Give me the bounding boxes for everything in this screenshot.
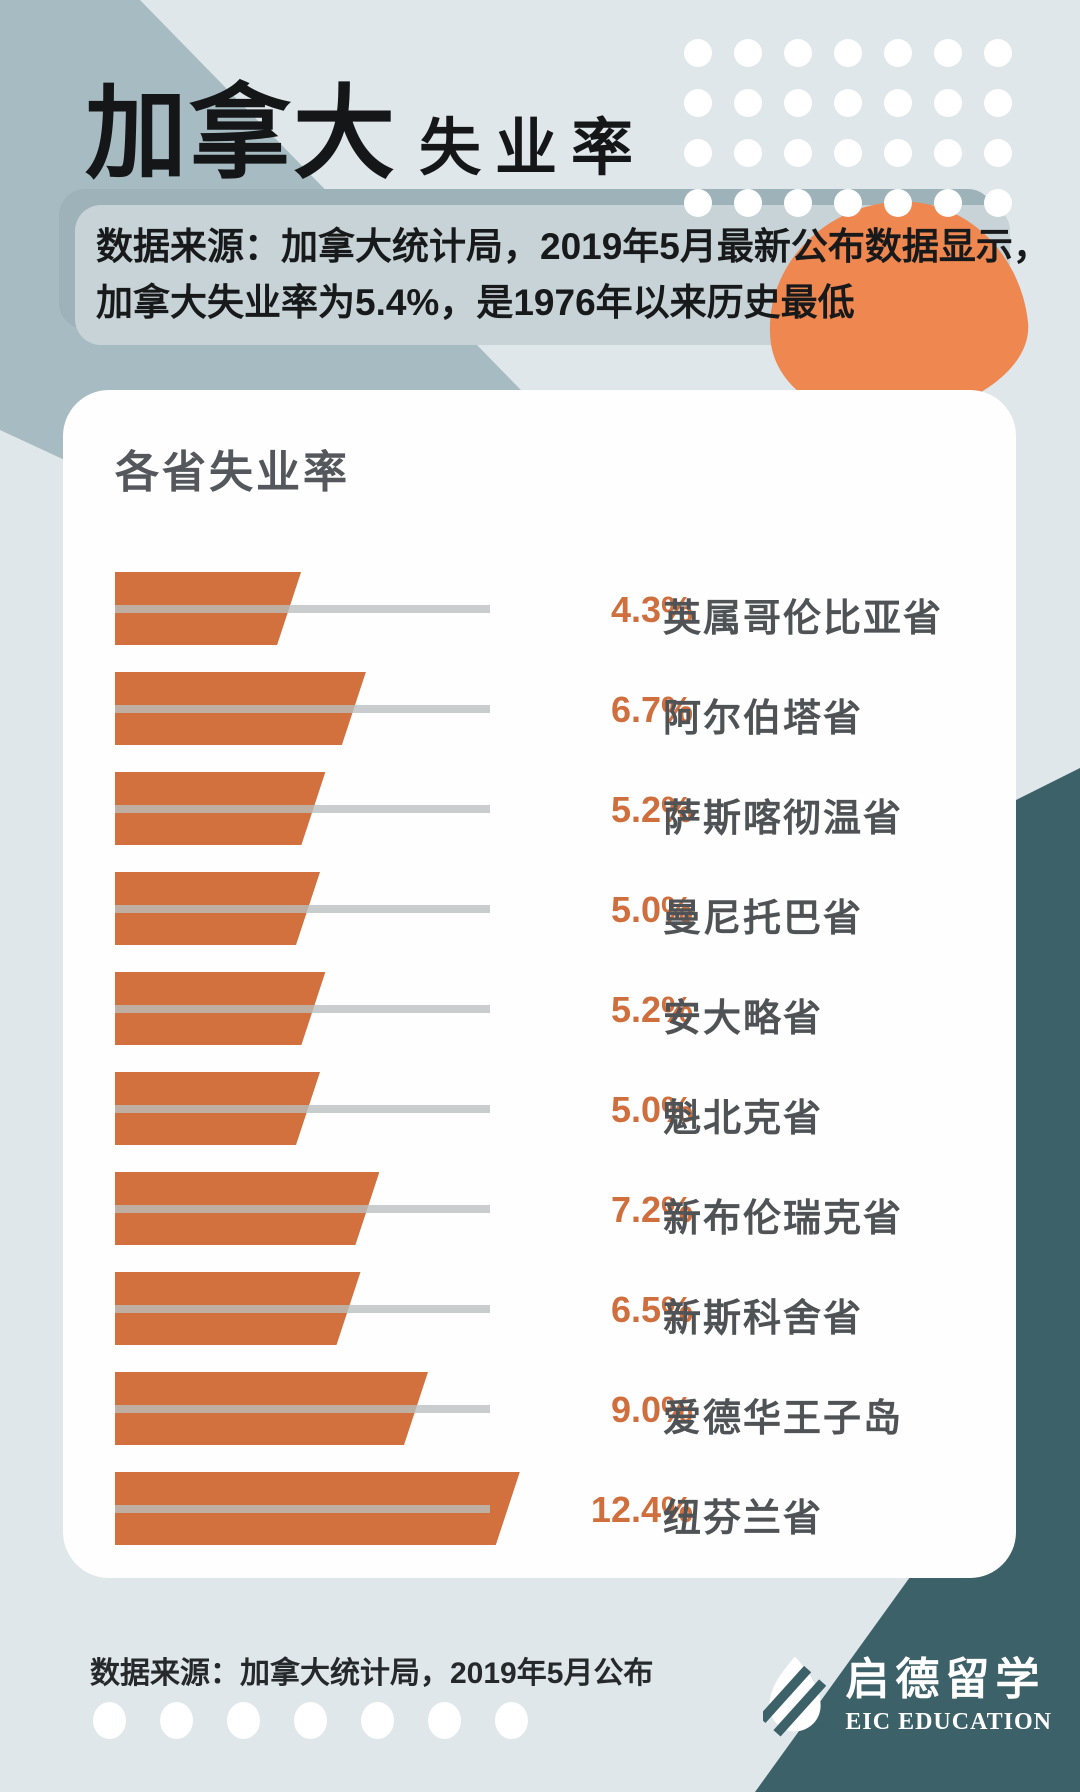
header-note-text: 数据来源：加拿大统计局，2019年5月最新公布数据显示， 加拿大失业率为5.4%…	[96, 219, 1050, 331]
bar-row: 4.3% 英属哥伦比亚省	[63, 572, 1016, 672]
page-title-main: 加拿大	[85, 77, 397, 191]
bar-row: 5.2% 萨斯喀彻温省	[63, 772, 1016, 872]
decor-dot	[884, 139, 912, 167]
province-label: 曼尼托巴省	[663, 898, 864, 940]
value-label: 5.0%	[610, 889, 693, 930]
decor-dot	[834, 189, 862, 217]
decor-dot	[784, 189, 812, 217]
decor-dot	[684, 139, 712, 167]
bar-row: 5.2% 安大略省	[63, 972, 1016, 1072]
decor-dot	[934, 189, 962, 217]
decor-dot	[734, 189, 762, 217]
leader-line	[115, 1005, 490, 1013]
province-label: 纽芬兰省	[663, 1498, 824, 1540]
decor-dot	[884, 39, 912, 67]
decor-dot	[684, 189, 712, 217]
decor-dot	[684, 39, 712, 67]
footer-source-text: 数据来源：加拿大统计局，2019年5月公布	[90, 1657, 654, 1690]
decor-dot	[984, 89, 1012, 117]
decor-dot	[984, 139, 1012, 167]
value-label: 4.3%	[610, 589, 693, 630]
decor-dot	[934, 139, 962, 167]
decor-dot	[784, 89, 812, 117]
decor-dot	[934, 89, 962, 117]
decor-dot	[93, 1702, 126, 1739]
leader-line	[115, 1405, 490, 1413]
bar-row: 6.7% 阿尔伯塔省	[63, 672, 1016, 772]
brand-logo-icon	[763, 1656, 827, 1737]
decor-dot	[984, 189, 1012, 217]
decor-dot-grid	[684, 39, 1012, 217]
decor-footer-dots	[93, 1702, 528, 1739]
value-label: 7.2%	[610, 1189, 693, 1230]
brand-logo-text: 启德留学 EIC EDUCATION	[845, 1655, 1052, 1736]
decor-dot	[784, 139, 812, 167]
decor-dot	[734, 89, 762, 117]
province-label: 爱德华王子岛	[663, 1398, 904, 1440]
decor-dot	[934, 39, 962, 67]
value-label: 12.4%	[590, 1489, 693, 1530]
page-title-sub: 失业率	[419, 114, 648, 183]
value-label: 6.5%	[610, 1289, 693, 1330]
bar-row: 5.0% 曼尼托巴省	[63, 872, 1016, 972]
decor-dot	[834, 89, 862, 117]
bar-row: 6.5% 新斯科舍省	[63, 1272, 1016, 1372]
bar-chart: 4.3% 英属哥伦比亚省 6.7% 阿尔伯塔省 5.2% 萨斯喀彻温省 5.0% 曼尼托巴省 5…	[63, 572, 1016, 1572]
header-note-line1: 数据来源：加拿大统计局，2019年5月最新公布数据显示，	[96, 226, 1050, 267]
decor-dot	[361, 1702, 394, 1739]
decor-dot	[784, 39, 812, 67]
bar-row: 12.4% 纽芬兰省	[63, 1472, 1016, 1572]
province-label: 新布伦瑞克省	[663, 1198, 904, 1240]
decor-dot	[227, 1702, 260, 1739]
province-label: 新斯科舍省	[663, 1298, 864, 1340]
leader-line	[115, 1305, 490, 1313]
decor-dot	[834, 39, 862, 67]
leader-line	[115, 705, 490, 713]
value-label: 5.2%	[610, 789, 693, 830]
value-label: 9.0%	[610, 1389, 693, 1430]
leader-line	[115, 905, 490, 913]
brand-logo: 启德留学 EIC EDUCATION	[763, 1652, 1052, 1738]
decor-dot	[834, 139, 862, 167]
value-label: 5.0%	[610, 1089, 693, 1130]
header-note-line2: 加拿大失业率为5.4%，是1976年以来历史最低	[96, 282, 855, 323]
decor-dot	[884, 89, 912, 117]
bar-row: 9.0% 爱德华王子岛	[63, 1372, 1016, 1472]
decor-dot	[984, 39, 1012, 67]
brand-name-cn: 启德留学	[845, 1654, 1046, 1704]
page-title: 加拿大 失业率	[85, 52, 647, 199]
province-label: 魁北克省	[663, 1098, 824, 1140]
bar-row: 7.2% 新布伦瑞克省	[63, 1172, 1016, 1272]
province-label: 阿尔伯塔省	[663, 698, 864, 740]
decor-dot	[734, 139, 762, 167]
brand-name-en: EIC EDUCATION	[845, 1708, 1052, 1735]
chart-card: 各省失业率 4.3% 英属哥伦比亚省 6.7% 阿尔伯塔省 5.2% 萨斯喀彻温省 5.0%…	[63, 390, 1016, 1578]
province-label: 英属哥伦比亚省	[663, 598, 944, 640]
decor-dot	[734, 39, 762, 67]
leader-line	[115, 1105, 490, 1113]
decor-dot	[884, 189, 912, 217]
leader-line	[115, 805, 490, 813]
decor-dot	[495, 1702, 528, 1739]
leader-line	[115, 1205, 490, 1213]
value-label: 6.7%	[610, 689, 693, 730]
leader-line	[115, 605, 490, 613]
bar-row: 5.0% 魁北克省	[63, 1072, 1016, 1172]
chart-title: 各省失业率	[115, 448, 350, 497]
decor-dot	[428, 1702, 461, 1739]
province-label: 安大略省	[663, 998, 824, 1040]
value-label: 5.2%	[610, 989, 693, 1030]
decor-dot	[684, 89, 712, 117]
decor-dot	[294, 1702, 327, 1739]
leader-line	[115, 1505, 490, 1513]
decor-dot	[160, 1702, 193, 1739]
province-label: 萨斯喀彻温省	[663, 798, 904, 840]
